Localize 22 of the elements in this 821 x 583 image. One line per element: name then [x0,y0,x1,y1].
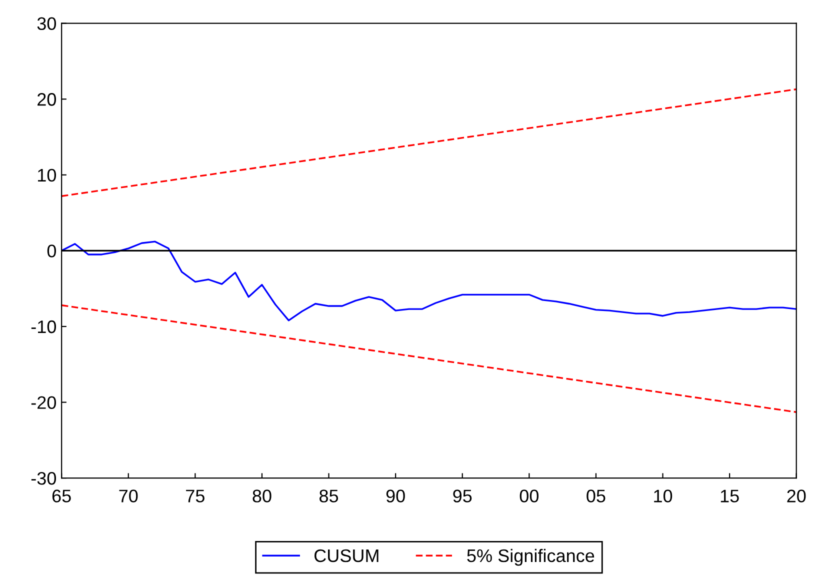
x-tick-label: 95 [453,490,472,502]
x-tick-label: 10 [654,490,672,502]
line-series [62,240,796,322]
x-tick-label: 65 [52,490,71,502]
y-tick-label: -10 [31,320,56,334]
y-tick-label: 10 [38,168,56,182]
y-tick-label: -20 [31,396,56,409]
x-tick-label: 00 [520,490,539,502]
legend-label: CUSUM [314,549,378,562]
x-tick-label: 90 [386,490,405,502]
y-tick-label: 30 [37,17,56,30]
x-tick-label: 20 [787,490,806,502]
x-tick-label: 85 [320,490,338,502]
y-tick-label: 20 [38,93,56,106]
x-tick-label: 75 [186,490,204,502]
x-tick-label: 15 [720,490,739,502]
y-tick-label: 0 [47,244,56,258]
legend-label: 5% Significance [467,548,594,566]
x-tick-label: 05 [586,490,606,502]
y-tick-label: -30 [31,472,56,485]
x-tick-label: 70 [119,490,138,502]
x-tick-label: 80 [252,490,272,502]
